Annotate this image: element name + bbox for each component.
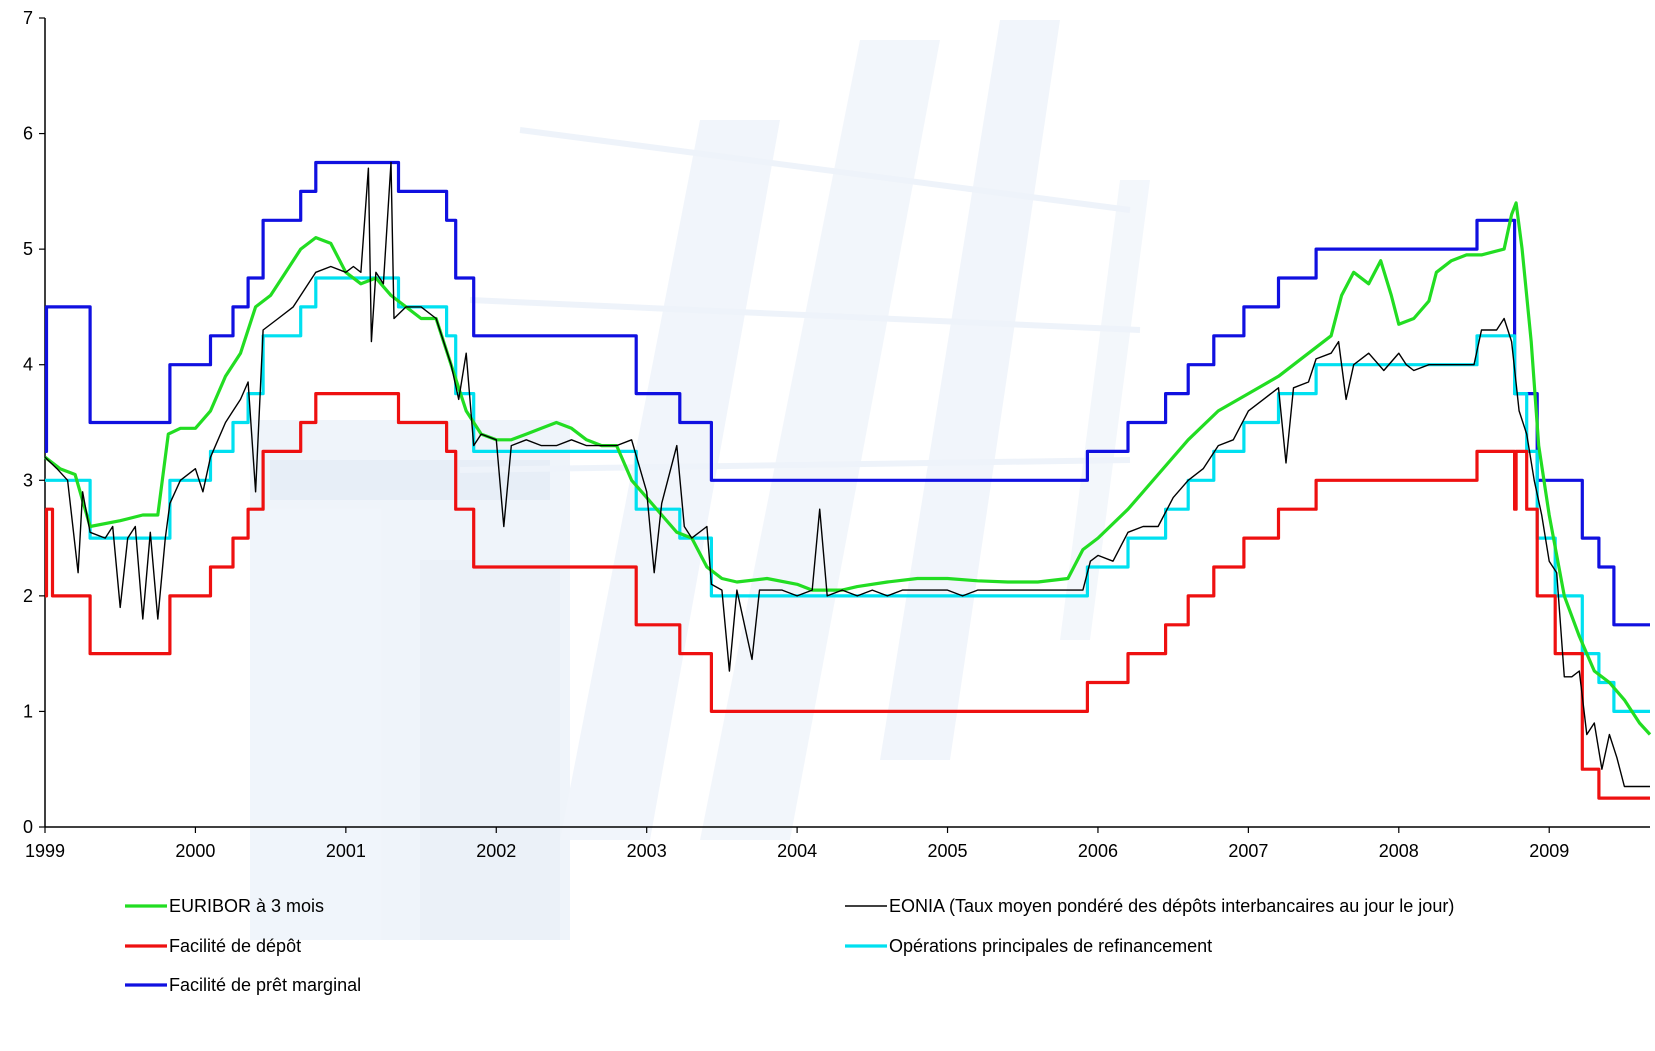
x-tick-label: 2002: [476, 841, 516, 861]
series-line-1: [45, 276, 1650, 713]
y-tick-label: 5: [23, 239, 33, 259]
legend-label: Opérations principales de refinancement: [889, 936, 1212, 956]
x-tick-label: 2000: [175, 841, 215, 861]
x-tick-label: 2008: [1379, 841, 1419, 861]
x-tick-label: 2001: [326, 841, 366, 861]
x-tick-label: 2009: [1529, 841, 1569, 861]
x-tick-label: 2006: [1078, 841, 1118, 861]
legend-label: Facilité de dépôt: [169, 936, 301, 956]
x-tick-label: 2007: [1228, 841, 1268, 861]
y-tick-label: 0: [23, 817, 33, 837]
y-tick-label: 1: [23, 701, 33, 721]
y-tick-label: 2: [23, 586, 33, 606]
x-tick-label: 2005: [928, 841, 968, 861]
x-tick-label: 2003: [627, 841, 667, 861]
legend-label: EURIBOR à 3 mois: [169, 896, 324, 916]
y-tick-label: 3: [23, 470, 33, 490]
y-tick-label: 4: [23, 355, 33, 375]
series-line-2: [44, 392, 1650, 800]
x-tick-label: 1999: [25, 841, 65, 861]
legend-label: Facilité de prêt marginal: [169, 975, 361, 995]
legend: EURIBOR à 3 mois EONIA (Taux moyen pondér…: [125, 896, 1454, 995]
series-layer: [44, 160, 1652, 800]
series-line-3: [44, 201, 1652, 736]
y-tick-label: 7: [23, 8, 33, 28]
y-tick-label: 6: [23, 124, 33, 144]
background-watermark: [250, 20, 1150, 940]
series-line-4: [44, 161, 1650, 788]
x-tick-label: 2004: [777, 841, 817, 861]
legend-label: EONIA (Taux moyen pondéré des dépôts int…: [889, 896, 1454, 916]
